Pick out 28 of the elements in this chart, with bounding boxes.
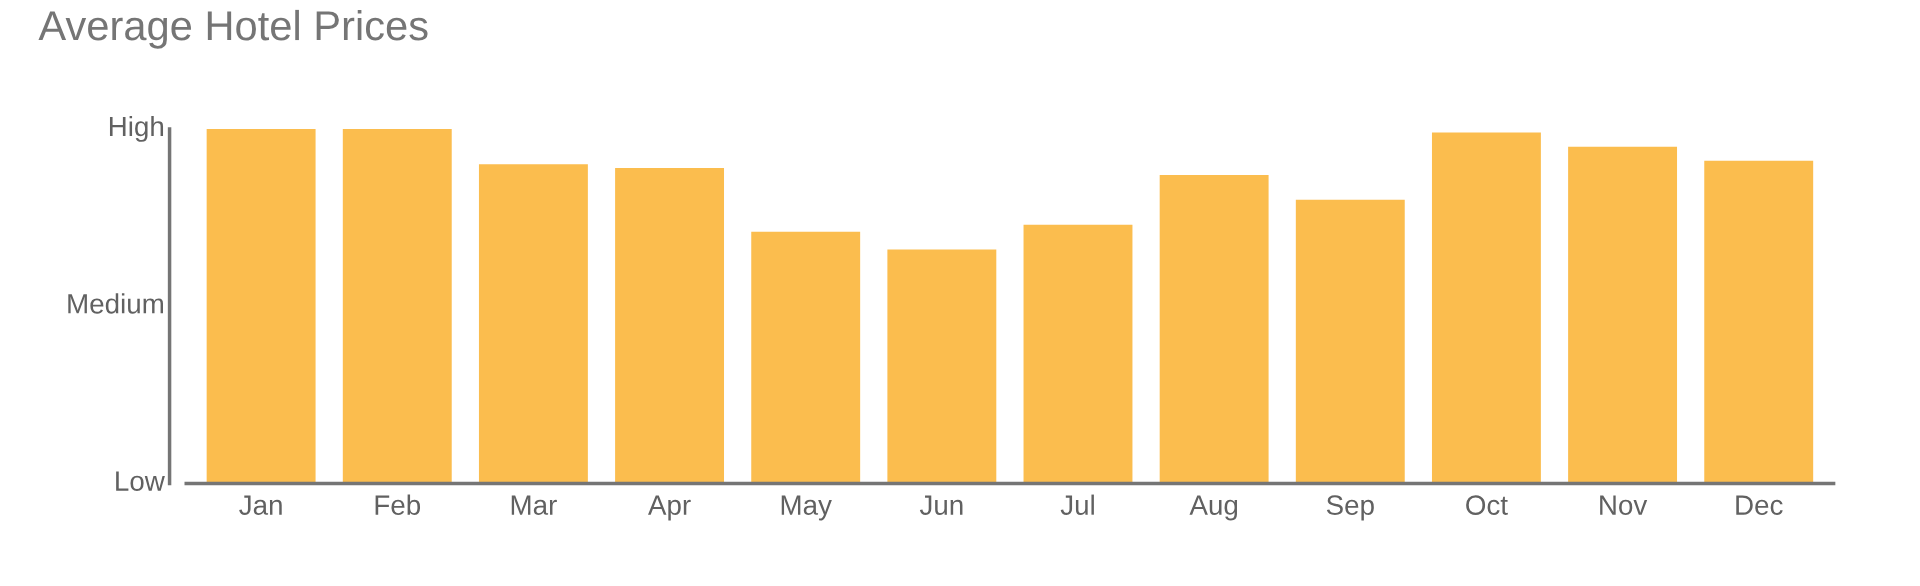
bar bbox=[1431, 132, 1541, 484]
bar bbox=[1295, 199, 1405, 484]
x-tick-label: Apr bbox=[648, 495, 691, 521]
x-tick-label: Jun bbox=[919, 495, 963, 515]
bar bbox=[751, 231, 861, 484]
bar bbox=[1704, 160, 1814, 484]
x-tick-label: Jul bbox=[1060, 494, 1094, 515]
bar bbox=[1159, 175, 1269, 484]
chart-title: Average Hotel Prices bbox=[38, 9, 428, 49]
bar bbox=[615, 167, 725, 484]
bar bbox=[206, 128, 316, 484]
text: Medium bbox=[68, 293, 163, 314]
bar bbox=[1568, 146, 1678, 484]
x-tick-label: Oct bbox=[1466, 495, 1508, 515]
bar bbox=[342, 128, 452, 484]
x-tick-label: Feb bbox=[375, 494, 421, 515]
x-tick-label: Aug bbox=[1189, 495, 1238, 521]
x-tick-label: Mar bbox=[511, 495, 557, 515]
x-tick-label: Jan bbox=[239, 495, 282, 515]
x-tick-label: Sep bbox=[1326, 495, 1374, 521]
x-tick-label: May bbox=[781, 495, 832, 521]
bar bbox=[887, 249, 997, 484]
x-tick-label: Dec bbox=[1736, 495, 1783, 515]
text: High bbox=[109, 115, 164, 142]
x-tick-label: Nov bbox=[1600, 495, 1648, 515]
text: Low bbox=[116, 471, 165, 491]
bar bbox=[478, 164, 588, 484]
bar bbox=[1023, 224, 1133, 484]
